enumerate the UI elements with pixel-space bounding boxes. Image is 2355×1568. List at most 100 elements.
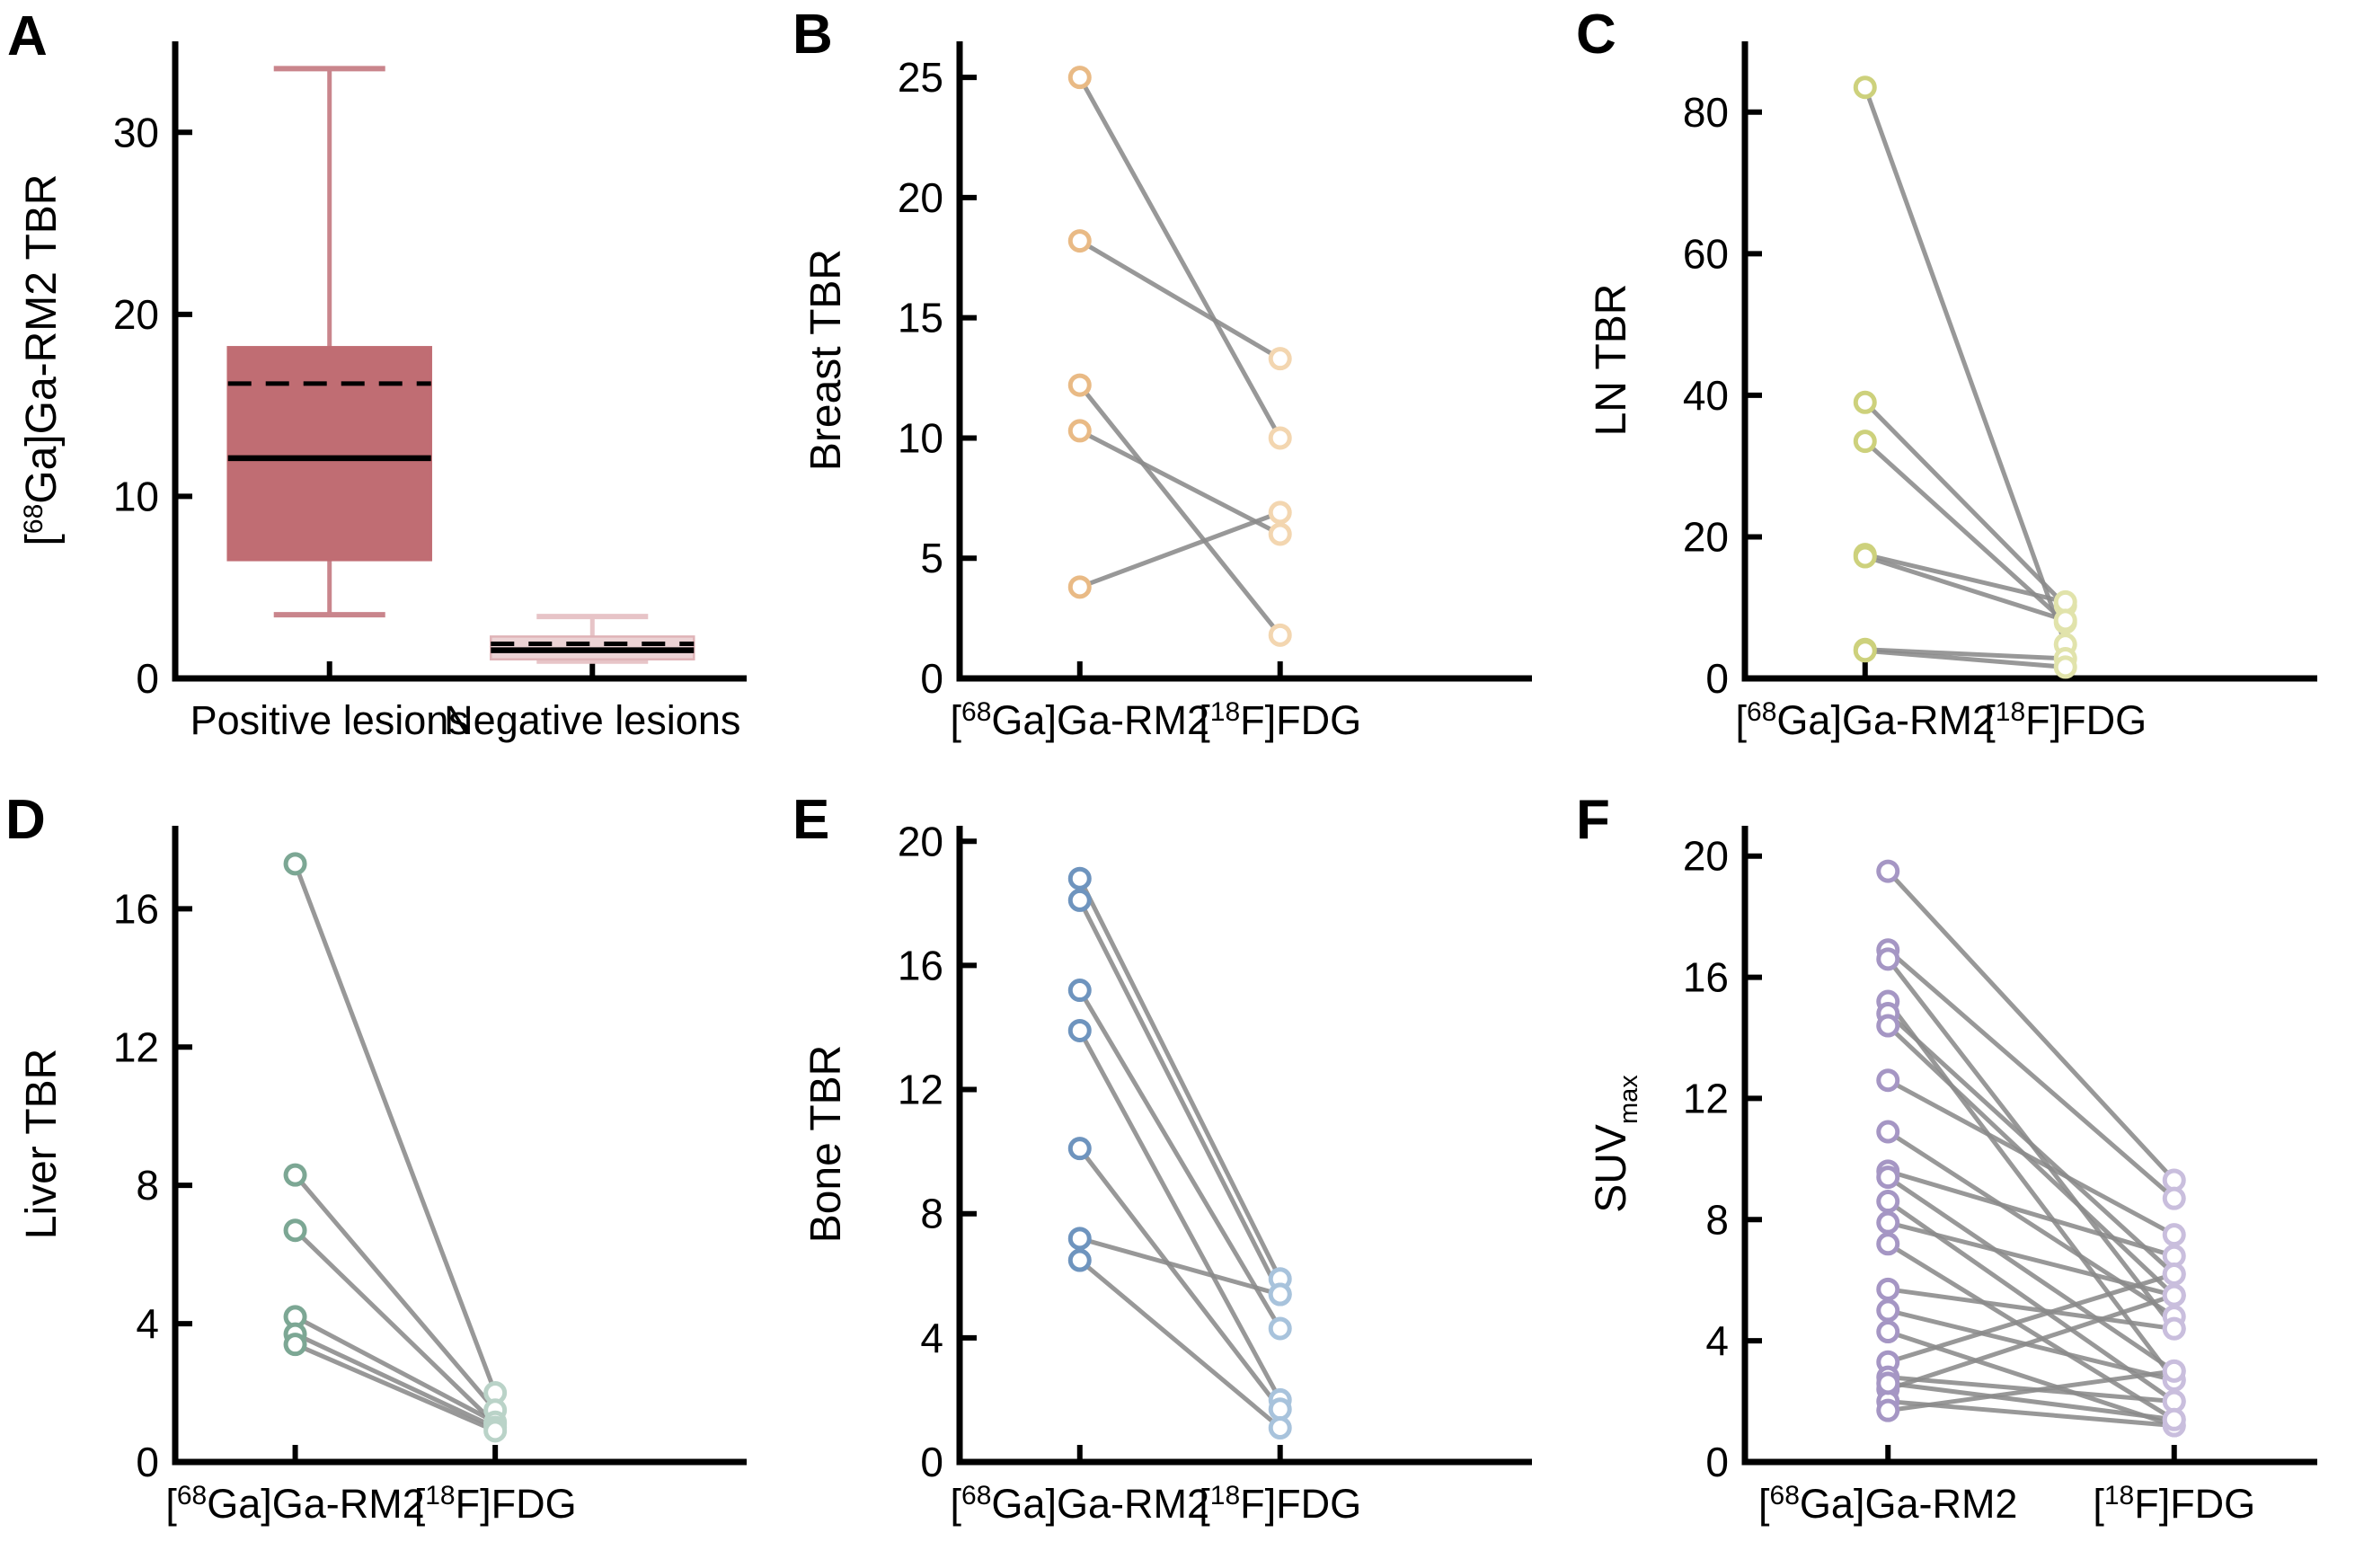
pair-line	[1077, 1147, 1282, 1411]
y-tick-label: 4	[136, 1300, 159, 1347]
pair-line	[1886, 1023, 2176, 1298]
y-tick-label: 12	[113, 1023, 159, 1070]
y-tick-label: 40	[1683, 372, 1729, 419]
panel-letter-a: A	[7, 5, 48, 67]
pair-line	[294, 1342, 497, 1433]
data-point-marker-left	[1067, 888, 1092, 912]
panel-c-chart: 0 20 40 60 80 LN TBR [68Ga]Ga-RM2[18F]FDG	[1588, 41, 2317, 743]
y-tick-label: 16	[1683, 954, 1729, 1001]
data-point-marker-right	[2162, 1223, 2186, 1247]
y-axis-label: Bone TBR	[802, 1045, 850, 1244]
pair-line	[294, 1315, 497, 1424]
data-point-marker-left	[1853, 639, 1877, 663]
pair-line	[1886, 1012, 2176, 1276]
pair-line	[1863, 401, 2067, 607]
data-point-marker-left	[1067, 66, 1092, 90]
data-point-marker-left	[1067, 979, 1092, 1003]
panel-b: 0 5 10 15 20 25 Breast TBR [68Ga]Ga-RM2 [18F]FDG	[784, 0, 1570, 784]
panel-letter-b: B	[792, 4, 833, 66]
data-point-marker-left	[1876, 1120, 1900, 1144]
data-point-marker-left	[1067, 1137, 1092, 1161]
pair-line	[1864, 552, 2067, 605]
panel-e-chart: 0 4 8 12 16 20 Bone TBR [68Ga]Ga-RM2[18F]FDG	[802, 818, 1532, 1527]
pair-line	[1887, 1307, 2175, 1383]
data-point-marker-left	[1876, 1190, 1900, 1214]
x-category-label: Positive lesions	[190, 697, 469, 743]
box-rect	[226, 346, 432, 562]
y-axis-label: Liver TBR	[18, 1049, 66, 1240]
pair-line	[1077, 877, 1282, 1280]
data-point-marker-left	[283, 852, 307, 876]
y-tick-label: 15	[898, 295, 943, 341]
y-tick-label: 12	[898, 1067, 943, 1113]
panel-e: 0 4 8 12 16 20 Bone TBR [68Ga]Ga-RM2 [18F]FDG	[784, 784, 1570, 1568]
data-point-marker-left	[1067, 1018, 1092, 1042]
pair-line	[1078, 1258, 1282, 1430]
data-point-marker-left	[1876, 1320, 1900, 1344]
y-tick-label: 0	[136, 1439, 159, 1485]
y-tick-label: 12	[1683, 1075, 1729, 1121]
pair-line	[1077, 988, 1282, 1330]
data-point-marker-left	[1067, 1248, 1092, 1272]
pair-line	[1886, 1175, 2176, 1373]
y-tick-label: 20	[1683, 833, 1729, 880]
data-point-marker-left	[1876, 1232, 1900, 1256]
y-tick-label: 0	[1705, 655, 1729, 702]
panel-d: 0 4 8 12 16 Liver TBR [68Ga]Ga-RM2 [18F]FDG	[0, 784, 784, 1568]
y-tick-label: 60	[1683, 230, 1729, 277]
pair-line	[1886, 1129, 2176, 1319]
data-point-marker-right	[1268, 522, 1292, 546]
data-point-marker-left	[1853, 430, 1877, 454]
y-axis-label: [68Ga]Ga-RM2 TBR	[18, 174, 66, 546]
pair-line	[1863, 86, 2068, 646]
pair-line	[1864, 648, 2066, 669]
pair-line	[1864, 554, 2067, 623]
y-tick-label: 5	[920, 535, 943, 581]
x-category-label: [18F]FDG	[414, 1481, 577, 1527]
y-tick-label: 25	[898, 54, 943, 101]
data-point-marker-left	[1876, 1398, 1900, 1422]
y-tick-label: 8	[1705, 1196, 1729, 1243]
x-category-label: [68Ga]Ga-RM2	[1736, 697, 1995, 743]
panel-letter-c: C	[1576, 4, 1616, 66]
pair-line	[1887, 1293, 2175, 1392]
x-category-label: Negative lesions	[444, 697, 740, 743]
x-category-label: [18F]FDG	[1984, 697, 2147, 743]
data-point-marker-right	[1268, 426, 1292, 450]
panel-b-chart: 0 5 10 15 20 25 Breast TBR [68Ga]Ga-RM2[18F]FDG	[802, 41, 1532, 743]
pair-line	[1886, 1000, 2176, 1382]
panel-letter-f: F	[1576, 789, 1610, 851]
pair-line	[293, 1174, 498, 1412]
data-point-marker-left	[1876, 947, 1900, 971]
data-point-marker-right	[2162, 1316, 2186, 1341]
data-point-marker-left	[1876, 1371, 1900, 1395]
panel-c: 0 20 40 60 80 LN TBR [68Ga]Ga-RM2 [18F]FDG	[1570, 0, 2355, 784]
data-point-marker-left	[1067, 419, 1092, 443]
pair-line	[294, 1332, 497, 1430]
data-point-marker-right	[483, 1419, 508, 1443]
data-point-marker-right	[2162, 1359, 2186, 1383]
data-point-marker-left	[1853, 390, 1877, 414]
panel-f-chart: 0 4 8 12 16 20 SUVmax [68Ga]Ga-RM2 [18F]FDG	[1588, 826, 2317, 1527]
pair-line	[1077, 899, 1282, 1296]
y-tick-label: 8	[920, 1191, 943, 1237]
pair-line	[1078, 238, 1281, 361]
data-point-marker-left	[1067, 575, 1092, 599]
y-tick-label: 10	[113, 473, 159, 519]
data-point-marker-right	[2162, 1283, 2186, 1307]
y-tick-label: 20	[898, 174, 943, 221]
pair-line	[1887, 1271, 2175, 1365]
pair-line	[1887, 1287, 2175, 1332]
data-point-marker-left	[1876, 1277, 1900, 1301]
panel-a: 0 10 20 30 [68Ga]Ga-RM2 TBR Positive lesions N…	[0, 0, 784, 784]
data-point-marker-right	[1268, 347, 1292, 371]
panel-letter-d: D	[5, 789, 46, 851]
y-tick-label: 20	[1683, 513, 1729, 560]
panel-d-chart: 0 4 8 12 16 Liver TBR [68Ga]Ga-RM2[18F]FDG	[18, 826, 747, 1527]
data-point-marker-left	[1876, 859, 1900, 883]
panel-letter-e: E	[792, 789, 830, 851]
pair-line	[1887, 1078, 2175, 1237]
data-point-marker-right	[1268, 1282, 1292, 1307]
data-point-marker-right	[2053, 655, 2077, 679]
